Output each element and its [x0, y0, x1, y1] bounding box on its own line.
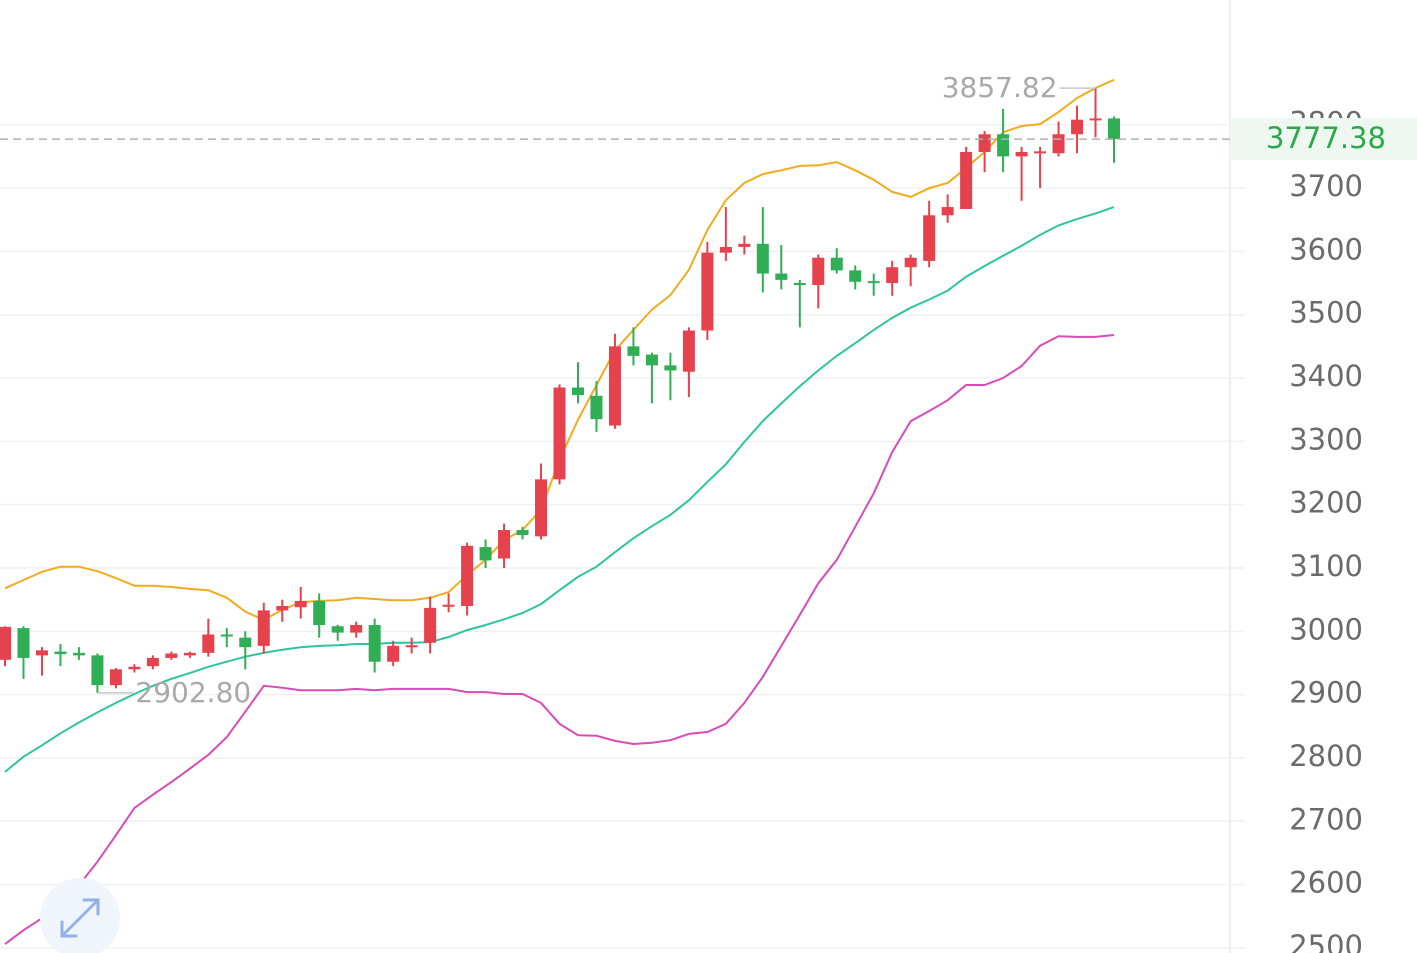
candle-body [405, 645, 418, 648]
candle-body [664, 365, 677, 371]
candle-body [867, 281, 880, 284]
candle-body [960, 151, 973, 209]
candle-body [387, 645, 400, 662]
candle-body [535, 479, 548, 537]
candle-body [72, 652, 85, 656]
y-tick-label: 3400 [1289, 359, 1363, 393]
candle-body [479, 547, 492, 561]
grid [0, 123, 1245, 949]
y-tick-label: 3600 [1289, 232, 1363, 266]
candle-body [571, 387, 584, 396]
candle-body [0, 626, 11, 660]
band-line [4, 206, 1115, 773]
candle-body [849, 270, 862, 282]
candle-body [1015, 151, 1028, 157]
candle-body [146, 657, 159, 667]
expand-bg[interactable] [40, 878, 120, 953]
candles [0, 88, 1120, 693]
expand-button[interactable] [40, 878, 120, 953]
candle-body [442, 604, 455, 607]
y-tick-label: 2700 [1289, 802, 1363, 836]
candle-body [350, 624, 363, 633]
candle-body [183, 652, 196, 656]
candle-body [553, 387, 566, 480]
y-tick-label: 2600 [1289, 866, 1363, 900]
candle-body [1108, 118, 1120, 140]
candle-body [313, 600, 326, 625]
candle-body [590, 395, 603, 420]
candle-body [1089, 118, 1102, 121]
candle-body [645, 354, 658, 366]
y-tick-label: 2900 [1289, 676, 1363, 710]
candle-body [775, 273, 788, 280]
candle-body [498, 530, 511, 559]
candle-body [830, 257, 843, 271]
candle-body [682, 330, 695, 372]
y-tick-label: 2800 [1289, 739, 1363, 773]
candle-body [91, 655, 104, 686]
candle-body [608, 346, 621, 426]
expand-icon[interactable] [60, 898, 100, 938]
candle-body [1052, 134, 1065, 154]
candle-body [331, 626, 344, 633]
annotation-label: 3857.82 [942, 71, 1058, 104]
y-tick-label: 2500 [1289, 929, 1363, 953]
candle-body [793, 283, 806, 286]
candle-body [239, 637, 252, 648]
candle-body [923, 215, 936, 261]
candle-body [941, 207, 954, 216]
y-tick-label: 3300 [1289, 422, 1363, 456]
candle-body [165, 653, 178, 658]
candle-body [978, 134, 991, 152]
candle-body [54, 651, 67, 655]
candle-body [904, 257, 917, 268]
candle-body [627, 346, 640, 356]
candle-body [812, 257, 825, 285]
y-tick-label: 3100 [1289, 549, 1363, 583]
candle-body [997, 134, 1010, 157]
candle-body [17, 628, 30, 658]
band-line [4, 334, 1115, 945]
candle-body [128, 666, 141, 670]
candle-body [701, 252, 714, 331]
candle-body [257, 610, 270, 646]
candle-body [220, 634, 233, 637]
candle-body [294, 600, 307, 608]
y-tick-label: 3000 [1289, 612, 1363, 646]
y-tick-label: 3200 [1289, 486, 1363, 520]
candle-body [1071, 119, 1084, 135]
current-price-tag [1230, 118, 1417, 161]
current-price-label: 3777.38 [1266, 121, 1386, 155]
candle-body [1034, 151, 1047, 154]
band-line [4, 78, 1115, 622]
y-axis: 2500 2600 2700 2800 2900 3000 3100 3200 3300 3400… [1289, 106, 1363, 953]
plot [0, 78, 1245, 949]
candle-body [109, 669, 122, 686]
candle-body [516, 530, 529, 536]
candle-body [368, 624, 381, 662]
y-tick-label: 3500 [1289, 296, 1363, 330]
candle-body [424, 607, 437, 643]
candle-body [886, 267, 899, 284]
annotation-label: 2902.80 [135, 676, 251, 709]
candle-body [276, 605, 289, 611]
candle-body [461, 545, 474, 606]
candle-body [202, 634, 215, 653]
candle-body [719, 246, 732, 253]
y-tick-label: 3700 [1289, 169, 1363, 203]
candle-body [35, 650, 48, 656]
candle-body [738, 243, 751, 247]
candle-body [756, 243, 769, 274]
